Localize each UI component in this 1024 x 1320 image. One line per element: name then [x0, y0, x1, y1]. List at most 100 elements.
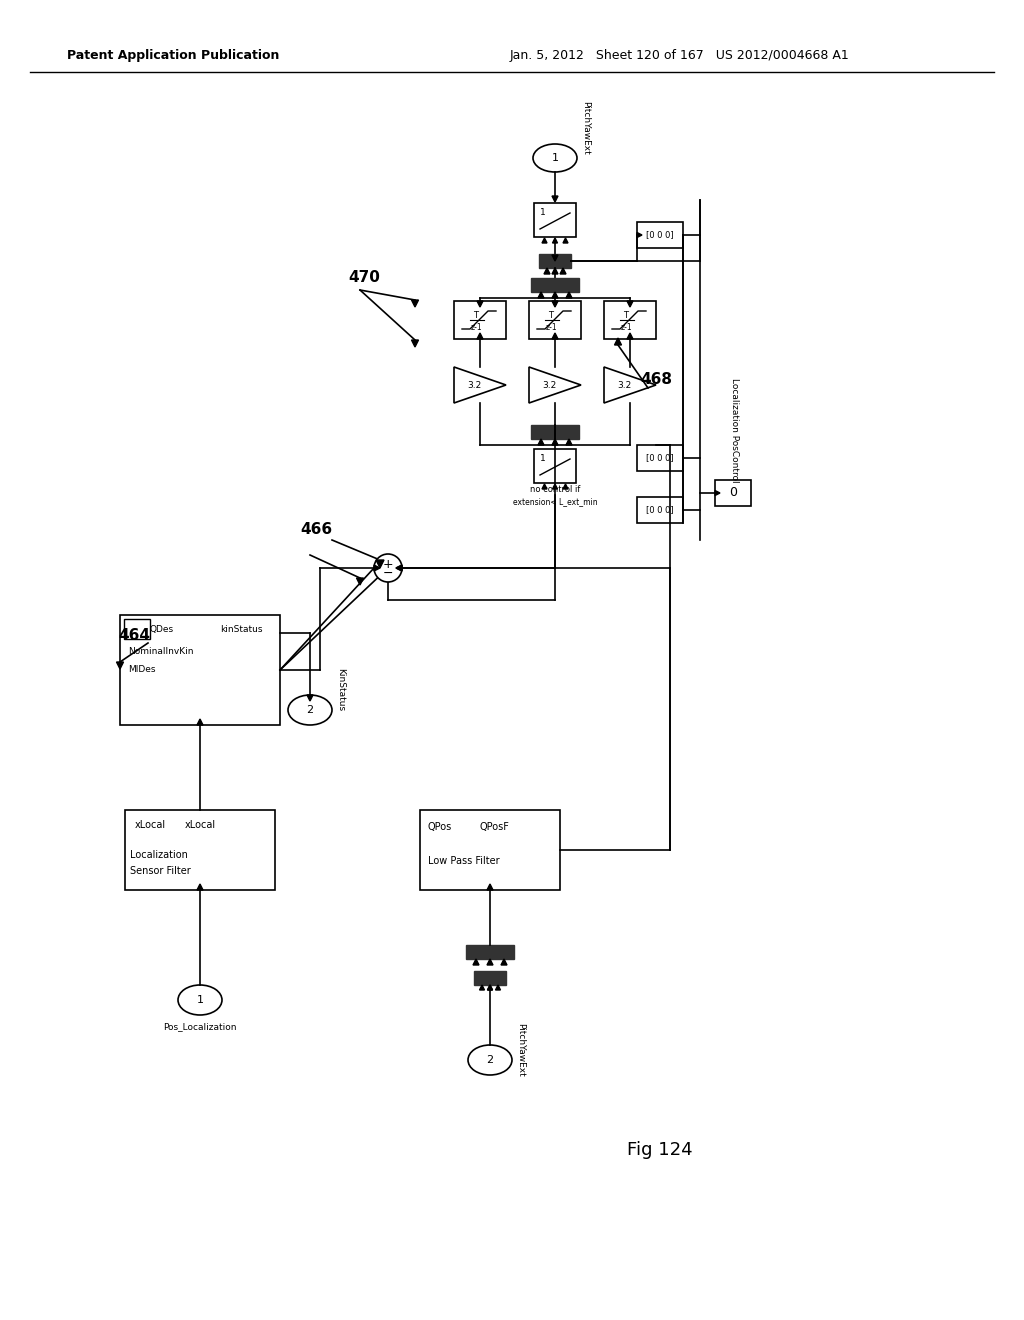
Polygon shape	[544, 268, 550, 275]
Polygon shape	[454, 367, 506, 403]
Text: xLocal: xLocal	[135, 820, 166, 830]
Text: 3.2: 3.2	[467, 380, 481, 389]
Text: PitchYawExt: PitchYawExt	[581, 102, 590, 154]
Polygon shape	[197, 884, 203, 890]
Text: z-1: z-1	[545, 322, 557, 331]
Bar	[124, 619, 150, 639]
Bar	[534, 203, 575, 238]
Text: QPosF: QPosF	[480, 822, 510, 832]
Bar	[637, 445, 683, 471]
Bar	[120, 615, 280, 725]
Text: T: T	[549, 312, 554, 321]
Text: 464: 464	[118, 627, 150, 643]
Bar	[125, 810, 275, 890]
Text: Patent Application Publication: Patent Application Publication	[67, 49, 280, 62]
Polygon shape	[374, 565, 380, 572]
Polygon shape	[627, 301, 633, 308]
Text: [0 0 0]: [0 0 0]	[646, 231, 674, 239]
Text: z-1: z-1	[470, 322, 482, 331]
Polygon shape	[552, 292, 558, 298]
Polygon shape	[487, 985, 493, 990]
Text: Pos_Localization: Pos_Localization	[163, 1022, 237, 1031]
Polygon shape	[487, 985, 493, 990]
Polygon shape	[529, 367, 581, 403]
Bar	[454, 301, 506, 339]
Text: Jan. 5, 2012   Sheet 120 of 167   US 2012/0004668 A1: Jan. 5, 2012 Sheet 120 of 167 US 2012/00…	[510, 49, 850, 62]
Polygon shape	[487, 884, 493, 890]
Polygon shape	[117, 663, 124, 669]
Polygon shape	[477, 333, 483, 339]
Text: 3.2: 3.2	[616, 380, 631, 389]
Bar	[604, 301, 656, 339]
Polygon shape	[396, 565, 402, 572]
Text: NominalInvKin: NominalInvKin	[128, 647, 194, 656]
Polygon shape	[487, 960, 493, 965]
Text: Fig 124: Fig 124	[627, 1140, 693, 1159]
Text: extension< L_ext_min: extension< L_ext_min	[513, 498, 597, 507]
Text: 470: 470	[348, 271, 380, 285]
Polygon shape	[552, 195, 558, 202]
Text: 468: 468	[640, 372, 672, 388]
Bar	[539, 253, 571, 268]
Polygon shape	[552, 301, 558, 308]
Bar	[534, 449, 575, 483]
Polygon shape	[477, 301, 483, 308]
Text: no control if: no control if	[529, 486, 581, 495]
Text: PitchYawExt: PitchYawExt	[516, 1023, 525, 1077]
Text: Localization: Localization	[130, 850, 187, 861]
Text: 1: 1	[540, 209, 546, 216]
Text: −: −	[383, 566, 393, 579]
Polygon shape	[552, 268, 558, 275]
Polygon shape	[356, 578, 364, 585]
Text: xLocal: xLocal	[185, 820, 216, 830]
Bar	[637, 498, 683, 523]
Polygon shape	[479, 985, 484, 990]
Ellipse shape	[534, 144, 577, 172]
Text: Sensor Filter: Sensor Filter	[130, 866, 190, 876]
Text: 2: 2	[486, 1055, 494, 1065]
Polygon shape	[473, 960, 479, 965]
Text: z-1: z-1	[621, 322, 632, 331]
Polygon shape	[560, 268, 566, 275]
Polygon shape	[715, 491, 720, 495]
Bar	[474, 972, 506, 985]
Polygon shape	[542, 484, 547, 488]
Polygon shape	[307, 696, 313, 701]
Text: 1: 1	[540, 454, 546, 463]
Text: QDes: QDes	[150, 624, 174, 634]
Bar	[531, 279, 579, 292]
Polygon shape	[538, 440, 544, 445]
Text: QPos: QPos	[428, 822, 453, 832]
Bar	[637, 222, 683, 248]
Polygon shape	[553, 238, 557, 243]
Polygon shape	[552, 255, 558, 261]
Text: 466: 466	[300, 523, 332, 537]
Polygon shape	[396, 565, 402, 572]
Ellipse shape	[468, 1045, 512, 1074]
Polygon shape	[197, 719, 203, 725]
Bar	[715, 480, 751, 506]
Bar	[420, 810, 560, 890]
Text: 1: 1	[197, 995, 204, 1005]
Polygon shape	[412, 341, 419, 347]
Bar	[466, 945, 514, 960]
Ellipse shape	[288, 696, 332, 725]
Polygon shape	[376, 560, 384, 568]
Polygon shape	[566, 292, 572, 298]
Text: 0: 0	[729, 487, 737, 499]
Text: MIDes: MIDes	[128, 665, 156, 675]
Polygon shape	[538, 292, 544, 298]
Polygon shape	[637, 232, 642, 238]
Polygon shape	[604, 367, 656, 403]
Text: T: T	[624, 312, 629, 321]
Polygon shape	[563, 238, 568, 243]
Polygon shape	[496, 985, 501, 990]
Bar	[531, 425, 579, 440]
Text: KinStatus: KinStatus	[336, 668, 345, 711]
Text: [0 0 0]: [0 0 0]	[646, 506, 674, 515]
Polygon shape	[553, 484, 557, 488]
Bar	[529, 301, 581, 339]
Text: T: T	[473, 312, 478, 321]
Polygon shape	[627, 333, 633, 339]
Polygon shape	[542, 238, 547, 243]
